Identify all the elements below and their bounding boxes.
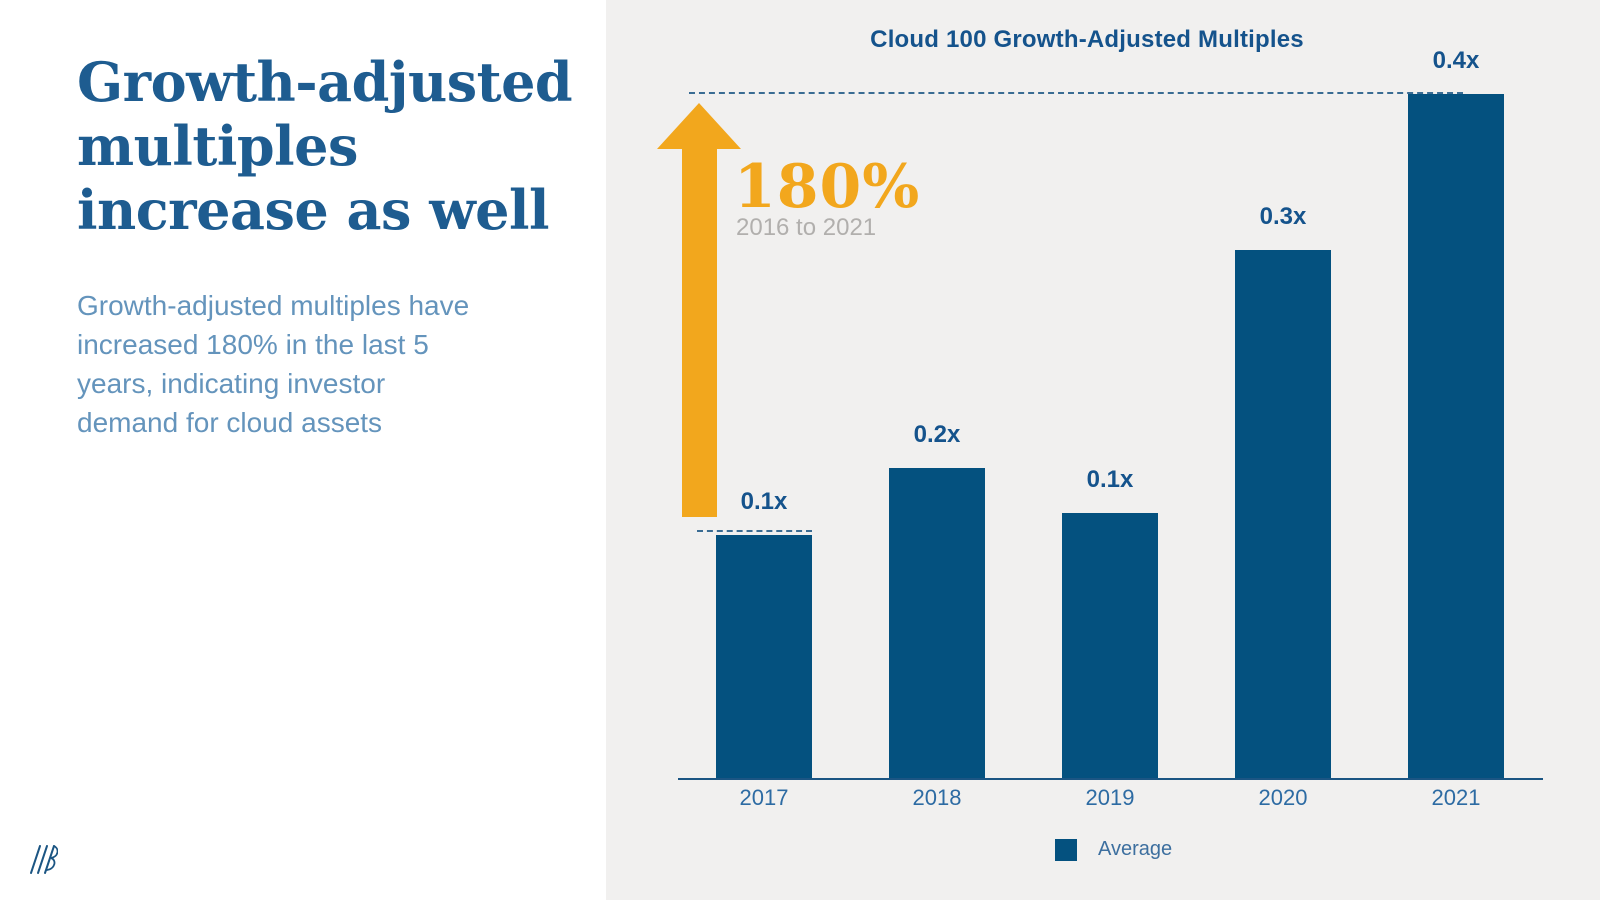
- legend-swatch-average: [1055, 838, 1077, 861]
- bar-value-2017: 0.1x: [740, 488, 788, 515]
- chart-panel: Cloud 100 Growth-Adjusted Multiples 180%…: [606, 0, 1600, 900]
- left-panel: Growth-adjusted multiples increase as we…: [0, 0, 606, 900]
- bar-value-2018: 0.2x: [913, 421, 961, 448]
- x-tick-2021: 2021: [1431, 785, 1481, 810]
- growth-arrow-icon: [657, 103, 741, 522]
- bar-2018: [889, 468, 985, 780]
- legend-label: Average: [1098, 838, 1173, 860]
- callout-percent: 180%: [734, 152, 921, 222]
- chart-legend: Average: [1055, 838, 1172, 861]
- bessemer-slashes-logo-icon: [26, 843, 59, 880]
- slide-title: Growth-adjusted multiples increase as we…: [77, 50, 573, 242]
- slide-body-text: Growth-adjusted multiples have increased…: [77, 290, 470, 438]
- bar-2020: [1235, 250, 1331, 780]
- dashed-reference-line-2017: [697, 530, 812, 532]
- bar-value-2019: 0.1x: [1086, 466, 1134, 493]
- bar-value-2020: 0.3x: [1259, 203, 1307, 230]
- dashed-reference-line-2021: [689, 92, 1463, 94]
- x-tick-2019: 2019: [1085, 785, 1135, 810]
- bar-2017: [716, 535, 812, 780]
- bar-2019: [1062, 513, 1158, 780]
- x-tick-2018: 2018: [912, 785, 962, 810]
- bar-value-2021: 0.4x: [1432, 47, 1480, 74]
- bar-2021: [1408, 94, 1504, 780]
- x-tick-2017: 2017: [739, 785, 789, 810]
- x-tick-2020: 2020: [1258, 785, 1308, 810]
- callout-period: 2016 to 2021: [736, 214, 877, 241]
- chart-title: Cloud 100 Growth-Adjusted Multiples: [870, 26, 1304, 53]
- x-axis-line: [678, 778, 1543, 780]
